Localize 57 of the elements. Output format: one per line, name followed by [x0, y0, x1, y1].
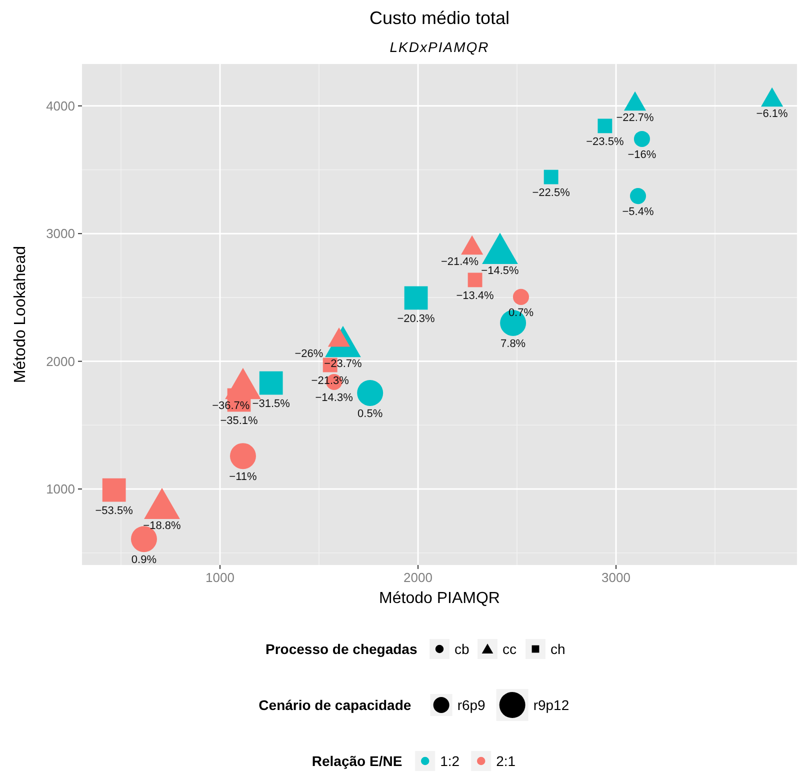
point: [630, 188, 646, 204]
text: 2:1: [496, 753, 516, 769]
text: ch: [550, 641, 566, 657]
point: [634, 130, 650, 147]
annotation: −23.5%: [586, 136, 624, 148]
annotation: −13.4%: [456, 290, 494, 302]
point: [598, 118, 612, 134]
annotation: −11%: [229, 471, 258, 484]
text: Cenário de capacidade: [258, 697, 412, 713]
annotation: −14.3%: [315, 392, 354, 404]
x-tick-label: 1000: [206, 570, 234, 585]
annotation: −26%: [294, 348, 324, 360]
y-tick-label: 1000: [46, 482, 75, 497]
text: cc: [502, 641, 516, 657]
annotation: −16%: [628, 148, 656, 161]
annotation: 0.9%: [131, 554, 157, 566]
y-tick-label: 3000: [46, 226, 75, 242]
y-tick-label: 4000: [46, 98, 75, 114]
text: cb: [454, 641, 470, 657]
x-axis-title: Método PIAMQR: [379, 590, 500, 607]
text: r9p12: [533, 697, 570, 713]
point: [144, 488, 180, 520]
text: Processo de chegadas: [266, 641, 418, 657]
annotation: 0.5%: [358, 408, 383, 420]
annotation: −22.5%: [532, 187, 570, 200]
annotation: −5.4%: [622, 206, 654, 218]
x-tick-label: 3000: [602, 570, 630, 585]
annotation: −6.1%: [756, 108, 788, 120]
point: [482, 232, 518, 264]
annotation: −35.1%: [220, 415, 258, 427]
point: [357, 380, 384, 406]
annotation: −21.4%: [440, 256, 479, 268]
text: r6p9: [457, 697, 486, 713]
point: [760, 87, 784, 107]
point: [544, 170, 558, 184]
annotation: −53.5%: [95, 505, 134, 518]
point: [512, 288, 529, 305]
annotation: −14.5%: [481, 264, 520, 277]
point: [102, 478, 126, 502]
text: 1:2: [440, 753, 460, 769]
annotation: −22.7%: [616, 112, 654, 124]
y-axis-title: Método Lookahead: [12, 246, 29, 383]
point: [468, 272, 482, 288]
annotation: −20.3%: [397, 312, 436, 325]
text: Relação E/NE: [312, 753, 402, 769]
point: [230, 443, 256, 470]
point: [461, 235, 484, 255]
point: [259, 371, 283, 395]
chart-subtitle: LKDxPIAMQR: [390, 39, 490, 55]
point: [624, 91, 646, 111]
y-tick-label: 2000: [46, 354, 75, 369]
annotation: 7.8%: [500, 338, 526, 350]
annotation: −31.5%: [252, 398, 290, 410]
chart-title: Custo médio total: [369, 8, 510, 28]
annotation: −18.8%: [143, 520, 182, 532]
point: [404, 286, 428, 310]
x-tick-label: 2000: [404, 570, 432, 585]
